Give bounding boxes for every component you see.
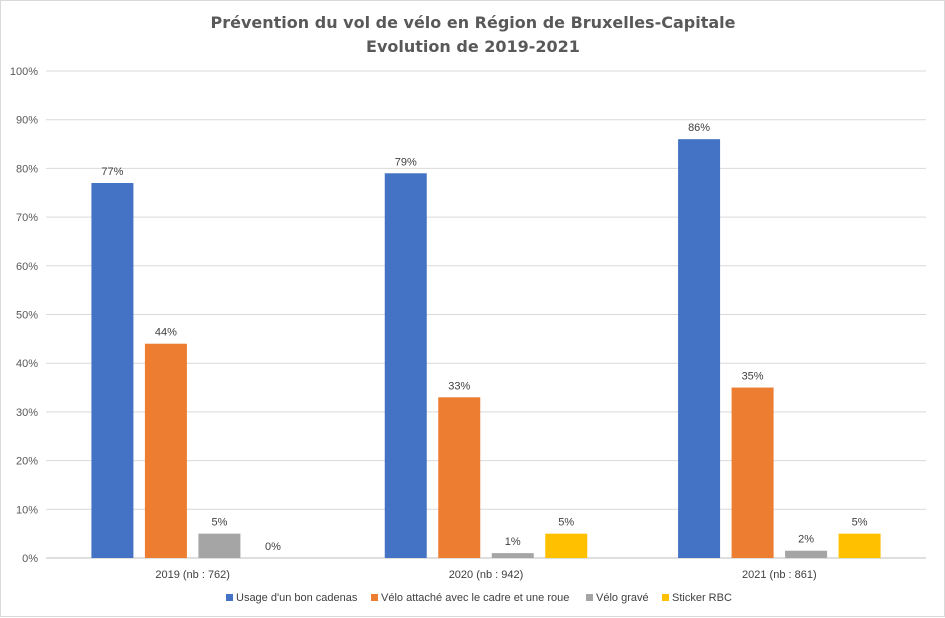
data-label: 2% xyxy=(798,534,814,546)
y-tick-label: 10% xyxy=(16,504,38,516)
bar xyxy=(731,387,774,558)
legend-label: Sticker RBC xyxy=(672,592,732,604)
chart-subtitle: Evolution de 2019-2021 xyxy=(366,37,580,56)
category-label: 2020 (nb : 942) xyxy=(449,569,524,581)
bar xyxy=(545,533,588,558)
data-label: 5% xyxy=(558,517,574,529)
bar xyxy=(91,183,134,558)
gridlines xyxy=(46,70,926,559)
y-tick-label: 0% xyxy=(22,553,38,565)
y-tick-label: 50% xyxy=(16,310,38,322)
data-label: 77% xyxy=(101,166,123,178)
legend: Usage d'un bon cadenas Vélo attaché avec … xyxy=(226,592,732,604)
data-label: 5% xyxy=(852,517,868,529)
x-axis-categories: 2019 (nb : 762) 2020 (nb : 942) 2021 (nb :… xyxy=(155,569,816,581)
data-label: 35% xyxy=(742,371,764,383)
data-label: 5% xyxy=(211,517,227,529)
bar xyxy=(838,533,881,558)
category-label: 2019 (nb : 762) xyxy=(155,569,230,581)
bar xyxy=(678,139,721,558)
legend-swatch xyxy=(662,594,669,601)
legend-swatch xyxy=(226,594,233,601)
legend-label: Vélo gravé xyxy=(596,592,649,604)
bar xyxy=(198,533,241,558)
chart-title: Prévention du vol de vélo en Région de B… xyxy=(211,13,736,32)
legend-swatch xyxy=(586,594,593,601)
category-label: 2021 (nb : 861) xyxy=(742,569,817,581)
y-tick-label: 40% xyxy=(16,358,38,370)
data-labels: 77% 44% 5% 0% 79% 33% 1% 5% 86% 35% 2% 5% xyxy=(101,122,867,553)
legend-label: Usage d'un bon cadenas xyxy=(236,592,358,604)
bar xyxy=(438,397,481,558)
y-tick-label: 80% xyxy=(16,163,38,175)
bar xyxy=(384,173,427,558)
y-tick-label: 60% xyxy=(16,261,38,273)
data-label: 44% xyxy=(155,327,177,339)
data-label: 86% xyxy=(688,122,710,134)
y-tick-label: 20% xyxy=(16,456,38,468)
data-label: 1% xyxy=(505,536,521,548)
y-tick-label: 70% xyxy=(16,212,38,224)
legend-label: Vélo attaché avec le cadre et une roue xyxy=(381,592,569,604)
legend-swatch xyxy=(371,594,378,601)
bars xyxy=(91,139,881,558)
data-label: 0% xyxy=(265,541,281,553)
bar xyxy=(491,553,534,558)
y-tick-label: 90% xyxy=(16,115,38,127)
data-label: 33% xyxy=(448,380,470,392)
data-label: 79% xyxy=(395,156,417,168)
y-tick-label: 30% xyxy=(16,407,38,419)
bar xyxy=(144,343,187,558)
bar xyxy=(785,550,828,558)
y-axis-ticks: 0% 10% 20% 30% 40% 50% 60% 70% 80% 90% 100% xyxy=(10,66,38,565)
y-tick-label: 100% xyxy=(10,66,38,78)
